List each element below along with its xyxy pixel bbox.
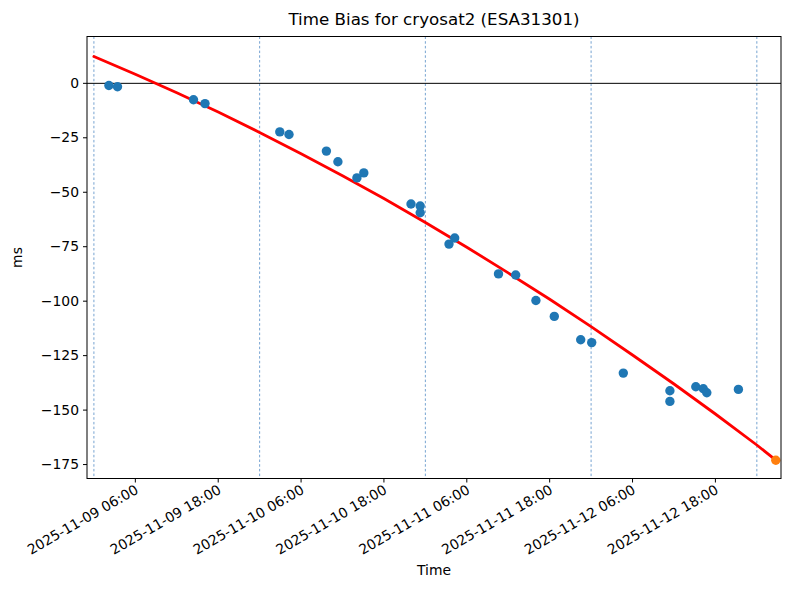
time-bias-measurements-point (200, 99, 209, 108)
time-bias-chart: 2025-11-09 06:002025-11-09 18:002025-11-… (0, 0, 800, 600)
time-bias-measurements-point (665, 386, 674, 395)
figure-canvas: 2025-11-09 06:002025-11-09 18:002025-11-… (0, 0, 800, 600)
time-bias-measurements-point (450, 233, 459, 242)
latest-measurement-point (771, 456, 780, 465)
y-tick-label: −50 (50, 184, 79, 200)
time-bias-measurements-point (284, 130, 293, 139)
time-bias-measurements-point (576, 335, 585, 344)
time-bias-measurements-point (531, 296, 540, 305)
y-tick-label: −150 (41, 402, 79, 418)
x-ticks-layer: 2025-11-09 06:002025-11-09 18:002025-11-… (24, 479, 721, 558)
time-bias-measurements-point (511, 270, 520, 279)
y-tick-label: 0 (70, 75, 79, 91)
y-tick-label: −175 (41, 456, 79, 472)
x-axis-label: Time (416, 562, 451, 578)
time-bias-measurements-point (619, 368, 628, 377)
time-bias-measurements-point (550, 312, 559, 321)
time-bias-measurements-point (734, 385, 743, 394)
time-bias-measurements-point (333, 157, 342, 166)
y-tick-label: −25 (50, 129, 79, 145)
y-tick-label: −75 (50, 238, 79, 254)
y-ticks-layer: 0 −25 −50 −75 −100 −125 −150 −175 (41, 75, 87, 472)
chart-title: Time Bias for cryosat2 (ESA31301) (287, 9, 579, 29)
time-bias-measurements-point (359, 168, 368, 177)
time-bias-measurements-point (494, 269, 503, 278)
time-bias-measurements-point (275, 127, 284, 136)
y-tick-label: −100 (41, 293, 79, 309)
time-bias-measurements-point (189, 95, 198, 104)
y-axis-label: ms (9, 247, 25, 268)
time-bias-measurements-point (587, 338, 596, 347)
time-bias-measurements-point (416, 208, 425, 217)
time-bias-measurements-point (702, 388, 711, 397)
time-bias-measurements-point (322, 146, 331, 155)
time-bias-measurements-point (104, 81, 113, 90)
time-bias-measurements-point (665, 397, 674, 406)
scatter-points-layer (104, 81, 780, 465)
time-bias-measurements-point (406, 199, 415, 208)
y-tick-label: −125 (41, 347, 79, 363)
time-bias-measurements-point (113, 82, 122, 91)
